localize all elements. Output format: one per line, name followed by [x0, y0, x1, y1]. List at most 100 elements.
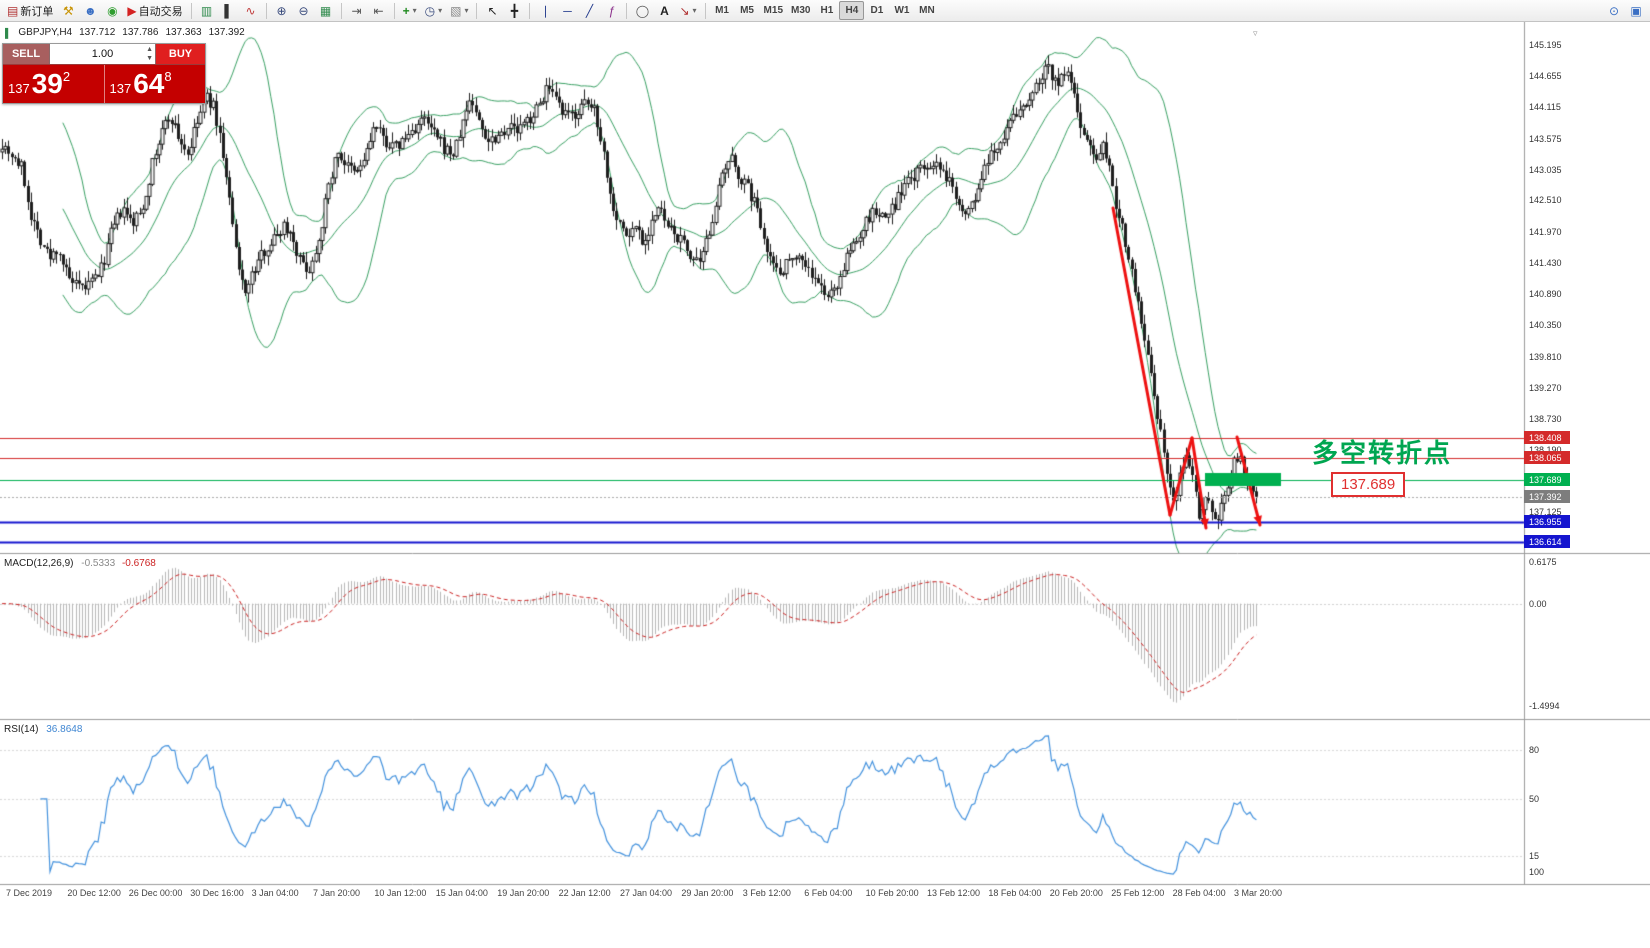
sell-button[interactable]: SELL: [3, 44, 50, 64]
time-axis-label: 10 Jan 12:00: [374, 888, 427, 898]
zoom-out-button[interactable]: ⊖: [293, 1, 315, 20]
sell-price-panel[interactable]: 137 39 2: [3, 65, 104, 103]
profiles-button[interactable]: ☻: [79, 1, 101, 20]
bar-chart-button[interactable]: ▥: [196, 1, 218, 20]
autotrading-icon: ▶: [127, 3, 137, 18]
time-axis-label: 19 Jan 20:00: [497, 888, 550, 898]
volume-down-icon[interactable]: ▼: [146, 55, 153, 62]
level-price-badge: 136.614: [1524, 534, 1570, 548]
profile-icon: ☻: [84, 3, 97, 18]
volume-value: 1.00: [91, 48, 114, 60]
dropdown-arrow-icon: ▾: [438, 6, 443, 15]
rsi-scale-label: 15: [1529, 851, 1540, 862]
buy-button[interactable]: BUY: [155, 44, 205, 64]
symbol-label: GBPJPY,H4: [18, 27, 73, 38]
horizontal-line-icon: ─: [563, 3, 572, 18]
indicators-button[interactable]: + ▾: [399, 1, 421, 20]
fibonacci-icon: ƒ: [608, 3, 615, 18]
time-axis-label: 26 Dec 00:00: [128, 888, 183, 898]
toolbar-separator: [265, 2, 267, 19]
new-order-button-label: 新订单: [20, 5, 54, 18]
timeframe-m15[interactable]: M15: [760, 1, 787, 20]
macd-main-value: -0.5333: [81, 558, 116, 569]
time-axis-label: 28 Feb 04:00: [1172, 888, 1226, 898]
time-axis-label: 20 Dec 12:00: [67, 888, 121, 898]
crosshair-icon: ╋: [510, 3, 519, 18]
time-axis-label: 7 Jan 20:00: [313, 888, 361, 898]
timeframe-h4[interactable]: H4: [839, 1, 865, 20]
clock-icon: ◷: [424, 3, 436, 18]
level-price-badge: 138.065: [1524, 450, 1570, 464]
timeframe-h1[interactable]: H1: [814, 1, 839, 20]
time-axis-label: 3 Feb 12:00: [742, 888, 791, 898]
chart-shift-button[interactable]: ⇤: [368, 1, 390, 20]
time-axis[interactable]: 7 Dec 2019 20 Dec 12:00 26 Dec 00:00 30 Dec…: [0, 884, 1650, 914]
timeframe-m1[interactable]: M1: [710, 1, 735, 20]
volume-spinner[interactable]: ▲ ▼: [146, 45, 153, 63]
trendline-button[interactable]: ╱: [578, 1, 600, 20]
alerts-button[interactable]: ◉: [101, 1, 123, 20]
hammer-icon: ⚒: [62, 3, 74, 18]
price-open: 137.712: [79, 27, 116, 38]
autotrading-button[interactable]: ▶ 自动交易: [123, 1, 186, 20]
price-tick-label: 141.430: [1529, 257, 1562, 268]
price-high: 137.786: [122, 27, 159, 38]
line-chart-button[interactable]: ∿: [240, 1, 262, 20]
toolbar-separator: [476, 2, 478, 19]
new-order-button[interactable]: ▤ 新订单: [3, 1, 57, 20]
timeframe-d1[interactable]: D1: [864, 1, 889, 20]
auto-scroll-button[interactable]: ⇥: [346, 1, 368, 20]
volume-up-icon[interactable]: ▲: [146, 46, 153, 53]
buy-price-panel[interactable]: 137 64 8: [105, 65, 206, 103]
time-axis-label: 18 Feb 04:00: [988, 888, 1042, 898]
macd-name: MACD(12,26,9): [4, 558, 74, 569]
volume-field[interactable]: 1.00 ▲ ▼: [50, 44, 155, 64]
tile-windows-button[interactable]: ▦: [315, 1, 337, 20]
candlestick-chart-button[interactable]: ▌: [218, 1, 240, 20]
search-button[interactable]: ⊙: [1603, 1, 1625, 20]
crosshair-button[interactable]: ╋: [503, 1, 525, 20]
timeframe-group: M1 M5 M15 M30 H1 H4 D1 W1 MN: [710, 1, 940, 20]
zoom-in-button[interactable]: ⊕: [271, 1, 293, 20]
periods-button[interactable]: ◷ ▾: [421, 1, 447, 20]
data-window-icon: ▣: [1630, 3, 1642, 18]
vertical-line-icon: ∣: [542, 3, 549, 18]
buy-price-pip: 8: [164, 69, 172, 84]
rsi-value: 36.8648: [46, 724, 83, 735]
price-tick-label: 139.270: [1529, 382, 1562, 393]
time-axis-label: 30 Dec 16:00: [190, 888, 244, 898]
sell-price-pip: 2: [62, 69, 71, 84]
symbol-info-bar: ▌ GBPJPY,H4 137.712 137.786 137.363 137.…: [5, 27, 245, 38]
text-button[interactable]: A: [653, 1, 675, 20]
time-axis-label: 29 Jan 20:00: [681, 888, 734, 898]
horizontal-line-button[interactable]: ─: [556, 1, 578, 20]
buy-price-prefix: 137: [109, 80, 132, 96]
mini-chart-icon: ▌: [5, 27, 12, 38]
templates-button[interactable]: ▧ ▾: [446, 1, 472, 20]
timeframe-mn[interactable]: MN: [914, 1, 939, 20]
price-tick-label: 138.190: [1529, 445, 1562, 455]
toolbox-button[interactable]: ⚒: [57, 1, 79, 20]
toolbar-group: ⇥ ⇤: [346, 1, 390, 20]
data-window-button[interactable]: ▣: [1625, 1, 1647, 20]
macd-scale-label: -1.4994: [1529, 700, 1560, 711]
cursor-button[interactable]: ↖: [481, 1, 503, 20]
sell-price-big: 39: [31, 68, 63, 99]
arrows-button[interactable]: ↘ ▾: [675, 1, 700, 20]
price-tick-label: 138.730: [1529, 414, 1562, 425]
price-tick-label: 145.195: [1529, 39, 1562, 50]
vertical-line-button[interactable]: ∣: [534, 1, 556, 20]
zoom-in-icon: ⊕: [276, 3, 287, 18]
chart-shift-icon: ⇤: [373, 3, 384, 18]
autotrading-button-label: 自动交易: [138, 5, 183, 18]
time-axis-label: 22 Jan 12:00: [558, 888, 611, 898]
shapes-button[interactable]: ◯: [631, 1, 653, 20]
annotation-turning-point-text: 多空转折点: [1312, 438, 1453, 468]
price-tick-label: 140.350: [1529, 320, 1562, 331]
timeframe-m5[interactable]: M5: [735, 1, 760, 20]
time-axis-label: 3 Mar 20:00: [1234, 888, 1283, 898]
sound-icon: ◉: [107, 3, 118, 18]
fibonacci-button[interactable]: ƒ: [600, 1, 622, 20]
timeframe-w1[interactable]: W1: [889, 1, 914, 20]
timeframe-m30[interactable]: M30: [787, 1, 814, 20]
